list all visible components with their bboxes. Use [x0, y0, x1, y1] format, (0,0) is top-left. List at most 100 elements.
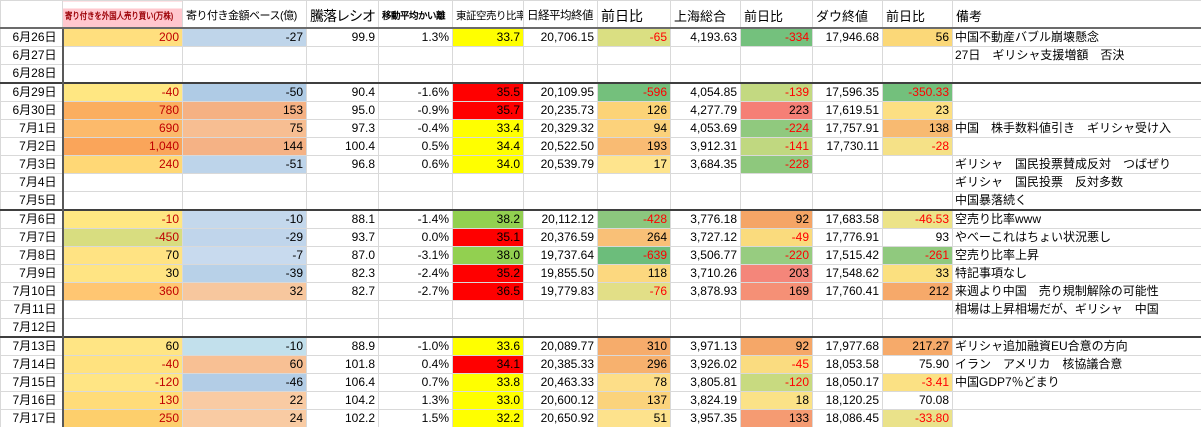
note-cell[interactable] [952, 408, 1201, 427]
note-cell[interactable]: イラン アメリカ 核協議合意 [952, 354, 1201, 374]
deviation-cell[interactable]: -0.9% [378, 100, 453, 120]
date-cell[interactable]: 7月11日 [0, 299, 64, 319]
deviation-cell[interactable]: 0.5% [378, 136, 453, 156]
amount-cell[interactable]: -46 [182, 372, 307, 392]
dow-cell[interactable]: 17,596.35 [812, 81, 883, 102]
shanghai-cell[interactable]: 4,053.69 [670, 118, 741, 138]
shanghai_chg-cell[interactable] [740, 172, 813, 192]
header-foreign-buy-sell-cell[interactable]: 寄り付きを外国人売り買い(万株) [62, 0, 183, 29]
dow-cell[interactable]: 18,120.25 [812, 390, 883, 410]
shanghai-cell[interactable]: 3,971.13 [670, 335, 741, 356]
deviation-cell[interactable]: 0.4% [378, 354, 453, 374]
short_ratio-cell[interactable]: 35.7 [452, 100, 524, 120]
dow-cell[interactable] [812, 172, 883, 192]
note-cell[interactable]: 空売り比率www [952, 208, 1201, 229]
amount-cell[interactable] [182, 45, 307, 65]
ratio-cell[interactable]: 88.9 [306, 335, 379, 356]
shanghai_chg-cell[interactable] [740, 45, 813, 65]
dow-cell[interactable]: 17,946.68 [812, 27, 883, 47]
deviation-cell[interactable]: 0.7% [378, 372, 453, 392]
nikkei_chg-cell[interactable] [597, 190, 671, 210]
note-cell[interactable]: ギリシャ追加融資EU合意の方向 [952, 335, 1201, 356]
ratio-cell[interactable] [306, 172, 379, 192]
short_ratio-cell[interactable]: 34.1 [452, 354, 524, 374]
nikkei_chg-cell[interactable]: -596 [597, 81, 671, 102]
nikkei-cell[interactable] [523, 172, 598, 192]
deviation-cell[interactable] [378, 299, 453, 319]
dow_chg-cell[interactable]: -261 [882, 245, 953, 265]
deviation-cell[interactable]: 0.0% [378, 227, 453, 247]
note-cell[interactable]: 相場は上昇相場だが、ギリシャ 中国 [952, 299, 1201, 319]
nikkei_chg-cell[interactable]: 94 [597, 118, 671, 138]
nikkei-cell[interactable]: 20,109.95 [523, 81, 598, 102]
amount-cell[interactable] [182, 172, 307, 192]
shanghai-cell[interactable]: 3,926.02 [670, 354, 741, 374]
shanghai-cell[interactable]: 3,912.31 [670, 136, 741, 156]
foreign-cell[interactable] [62, 190, 183, 210]
nikkei-cell[interactable]: 20,112.12 [523, 208, 598, 229]
short_ratio-cell[interactable]: 33.6 [452, 335, 524, 356]
dow-cell[interactable]: 17,683.58 [812, 208, 883, 229]
foreign-cell[interactable]: 70 [62, 245, 183, 265]
ratio-cell[interactable]: 106.4 [306, 372, 379, 392]
shanghai-cell[interactable] [670, 190, 741, 210]
dow-cell[interactable]: 17,548.62 [812, 263, 883, 283]
date-cell[interactable]: 7月15日 [0, 372, 64, 392]
dow_chg-cell[interactable]: -28 [882, 136, 953, 156]
foreign-cell[interactable]: 240 [62, 154, 183, 174]
note-cell[interactable]: 来週より中国 売り規制解除の可能性 [952, 281, 1201, 301]
header-shanghai-composite-cell[interactable]: 上海総合 [670, 0, 741, 29]
nikkei_chg-cell[interactable]: 310 [597, 335, 671, 356]
note-cell[interactable]: ギリシャ 国民投票賛成反対 つばぜり [952, 154, 1201, 174]
note-cell[interactable] [952, 100, 1201, 120]
shanghai_chg-cell[interactable]: -224 [740, 118, 813, 138]
shanghai-cell[interactable]: 3,684.35 [670, 154, 741, 174]
short_ratio-cell[interactable]: 35.2 [452, 263, 524, 283]
note-cell[interactable] [952, 390, 1201, 410]
note-cell[interactable]: 中国不動産バブル崩壊懸念 [952, 27, 1201, 47]
date-cell[interactable]: 7月8日 [0, 245, 64, 265]
shanghai_chg-cell[interactable]: 92 [740, 335, 813, 356]
ratio-cell[interactable]: 88.1 [306, 208, 379, 229]
deviation-cell[interactable]: -1.4% [378, 208, 453, 229]
shanghai_chg-cell[interactable]: -49 [740, 227, 813, 247]
dow_chg-cell[interactable] [882, 45, 953, 65]
ratio-cell[interactable]: 93.7 [306, 227, 379, 247]
dow_chg-cell[interactable]: 212 [882, 281, 953, 301]
header-moving-average-deviation-cell[interactable]: 移動平均かい離 [378, 0, 453, 29]
foreign-cell[interactable]: 780 [62, 100, 183, 120]
ratio-cell[interactable]: 87.0 [306, 245, 379, 265]
dow_chg-cell[interactable]: -46.53 [882, 208, 953, 229]
nikkei-cell[interactable]: 20,385.33 [523, 354, 598, 374]
shanghai-cell[interactable] [670, 172, 741, 192]
nikkei_chg-cell[interactable] [597, 317, 671, 337]
shanghai-cell[interactable] [670, 299, 741, 319]
foreign-cell[interactable]: -40 [62, 81, 183, 102]
short_ratio-cell[interactable]: 34.0 [452, 154, 524, 174]
nikkei_chg-cell[interactable] [597, 63, 671, 83]
dow_chg-cell[interactable]: 56 [882, 27, 953, 47]
amount-cell[interactable]: -27 [182, 27, 307, 47]
ratio-cell[interactable]: 104.2 [306, 390, 379, 410]
note-cell[interactable]: 特記事項なし [952, 263, 1201, 283]
header-dow-daily-change-cell[interactable]: 前日比 [882, 0, 953, 29]
note-cell[interactable]: 空売り比率上昇 [952, 245, 1201, 265]
dow_chg-cell[interactable] [882, 190, 953, 210]
deviation-cell[interactable] [378, 63, 453, 83]
shanghai-cell[interactable]: 4,277.79 [670, 100, 741, 120]
short_ratio-cell[interactable] [452, 190, 524, 210]
shanghai_chg-cell[interactable]: 169 [740, 281, 813, 301]
nikkei_chg-cell[interactable] [597, 299, 671, 319]
deviation-cell[interactable]: -3.1% [378, 245, 453, 265]
foreign-cell[interactable]: 690 [62, 118, 183, 138]
nikkei_chg-cell[interactable]: 137 [597, 390, 671, 410]
shanghai_chg-cell[interactable]: -139 [740, 81, 813, 102]
dow_chg-cell[interactable]: 33 [882, 263, 953, 283]
shanghai-cell[interactable]: 3,727.12 [670, 227, 741, 247]
foreign-cell[interactable] [62, 63, 183, 83]
nikkei-cell[interactable]: 20,463.33 [523, 372, 598, 392]
date-cell[interactable]: 6月26日 [0, 27, 64, 47]
shanghai_chg-cell[interactable] [740, 317, 813, 337]
amount-cell[interactable]: 24 [182, 408, 307, 427]
deviation-cell[interactable]: -2.4% [378, 263, 453, 283]
